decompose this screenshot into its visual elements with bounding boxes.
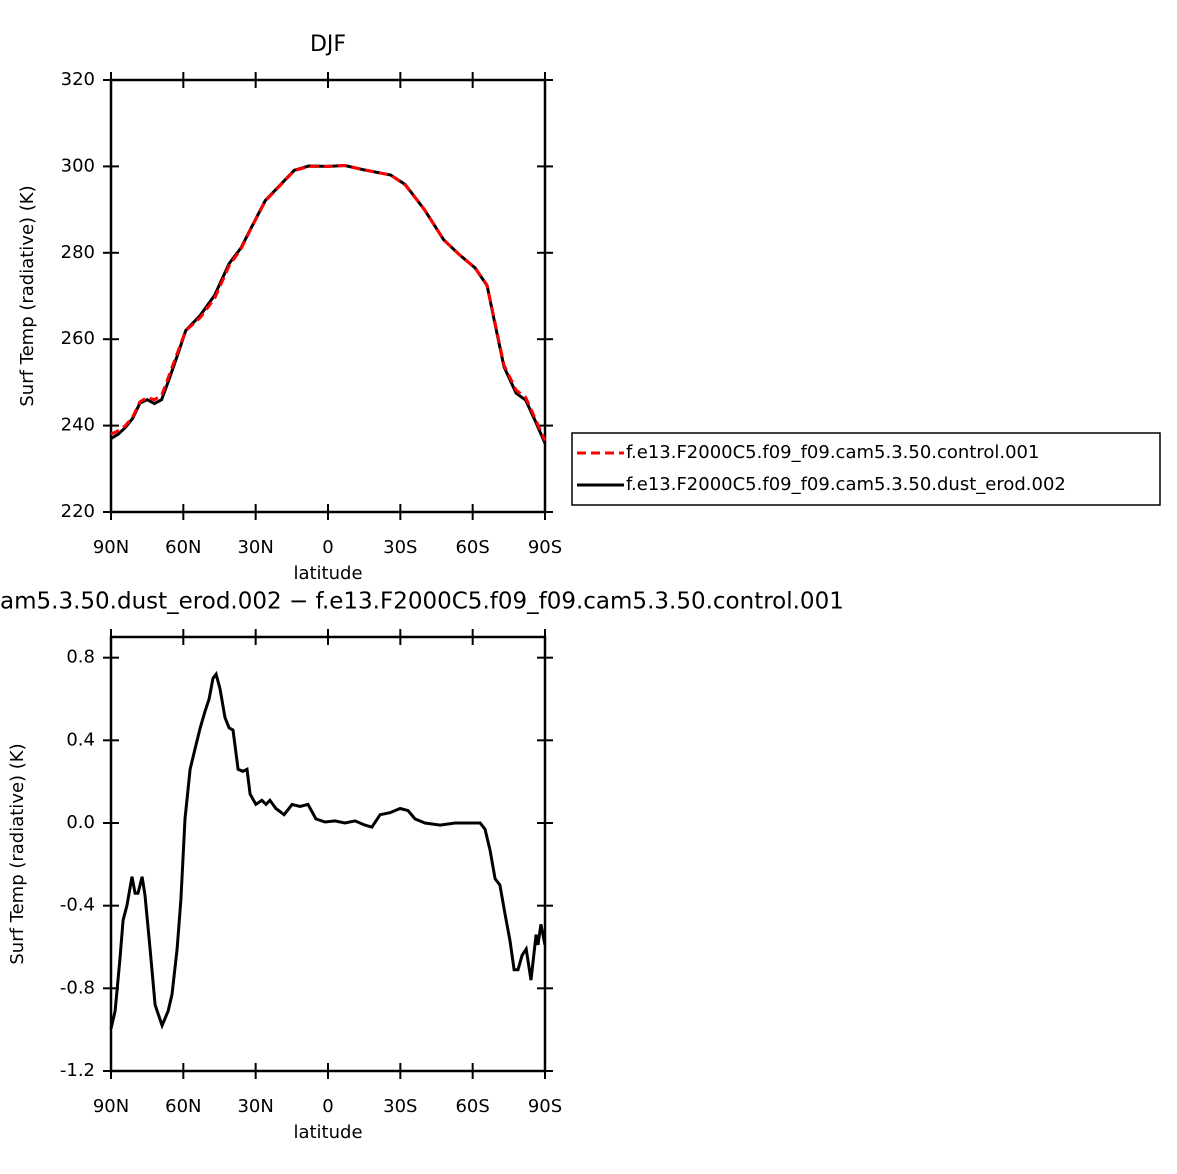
- x-axis-title: latitude: [293, 1122, 362, 1143]
- y-tick-label: 320: [61, 69, 95, 90]
- plot-frame: [109, 635, 547, 1073]
- y-tick-label: 0.8: [66, 647, 95, 668]
- x-tick-label: 30S: [383, 537, 417, 558]
- plot-frame: [109, 78, 547, 514]
- chart-title: DJF: [310, 32, 346, 57]
- x-tick-label: 60N: [165, 537, 201, 558]
- legend-label: f.e13.F2000C5.f09_f09.cam5.3.50.dust_ero…: [626, 474, 1066, 495]
- y-tick-label: 220: [61, 501, 95, 522]
- x-tick-label: 90S: [528, 1096, 562, 1117]
- x-tick-label: 30S: [383, 1096, 417, 1117]
- x-axis-title: latitude: [293, 563, 362, 584]
- data-line: [110, 163, 547, 442]
- legend-label: f.e13.F2000C5.f09_f09.cam5.3.50.control.…: [626, 442, 1039, 463]
- data-line: [109, 670, 547, 1030]
- x-tick-label: 90N: [93, 1096, 129, 1117]
- legend-box: [571, 432, 1161, 506]
- x-tick-label: 30N: [237, 1096, 273, 1117]
- x-tick-label: 0: [322, 537, 333, 558]
- x-tick-label: 90S: [528, 537, 562, 558]
- y-tick-label: 240: [61, 415, 95, 436]
- x-tick-label: 90N: [93, 537, 129, 558]
- y-tick-label: -0.8: [60, 977, 95, 998]
- y-tick-label: 0.0: [66, 812, 95, 833]
- y-tick-label: 280: [61, 242, 95, 263]
- y-tick-label: -0.4: [60, 895, 95, 916]
- x-tick-label: 30N: [237, 537, 273, 558]
- chart-title: am5.3.50.dust_erod.002 − f.e13.F2000C5.f…: [0, 589, 844, 615]
- data-line: [110, 163, 547, 444]
- y-tick-label: -1.2: [60, 1060, 95, 1081]
- y-tick-label: 300: [61, 155, 95, 176]
- y-axis-title: Surf Temp (radiative) (K): [17, 185, 38, 406]
- y-tick-label: 0.4: [66, 729, 95, 750]
- x-tick-label: 0: [322, 1096, 333, 1117]
- x-tick-label: 60S: [455, 1096, 489, 1117]
- x-tick-label: 60N: [165, 1096, 201, 1117]
- y-tick-label: 260: [61, 328, 95, 349]
- y-axis-title: Surf Temp (radiative) (K): [7, 743, 28, 964]
- x-tick-label: 60S: [455, 537, 489, 558]
